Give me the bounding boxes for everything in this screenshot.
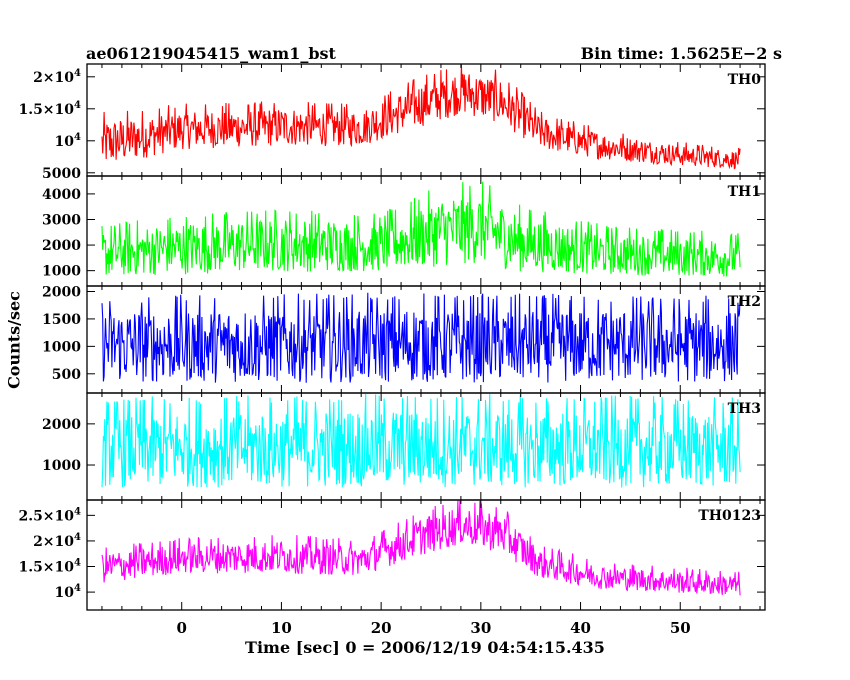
- panel-frame: [86, 63, 766, 177]
- y-tick-label: 2000: [42, 284, 81, 300]
- x-tick-label: 20: [371, 619, 392, 637]
- panel-label-th2: TH2: [728, 294, 761, 310]
- y-tick-label: 2000: [42, 417, 81, 433]
- panel-frame: [86, 499, 766, 611]
- x-axis-label: Time [sec] 0 = 2006/12/19 04:54:15.435: [245, 638, 605, 657]
- y-tick-label: 5000: [42, 166, 81, 182]
- bin-time-label: Bin time: 1.5625E−2 s: [580, 44, 782, 63]
- x-tick-label: 0: [177, 619, 187, 637]
- panel-label-th1: TH1: [728, 184, 761, 200]
- x-tick-label: 50: [670, 619, 691, 637]
- series-th3-line: [101, 393, 741, 488]
- y-tick-label: 1000: [42, 339, 81, 355]
- series-th1-line: [101, 181, 741, 277]
- y-tick-label: 500: [52, 367, 81, 383]
- panel-label-th3: TH3: [728, 401, 761, 417]
- y-tick-label: 2000: [42, 238, 81, 254]
- panel-label-th0: TH0: [728, 72, 762, 88]
- y-tick-label: 1500: [42, 312, 81, 328]
- series-th2-line: [101, 292, 741, 383]
- y-tick-label: 3000: [42, 212, 81, 228]
- y-tick-label: 1.5×104: [18, 100, 81, 118]
- y-tick-label: 2×104: [33, 532, 81, 550]
- x-tick-label: 10: [271, 619, 292, 637]
- y-tick-label: 1000: [42, 458, 81, 474]
- y-tick-label: 2.5×104: [18, 506, 81, 524]
- y-tick-label: 104: [55, 583, 81, 601]
- y-tick-label: 4000: [42, 187, 81, 203]
- y-tick-label: 2×104: [33, 68, 81, 86]
- panel-label-th0123: TH0123: [698, 508, 761, 524]
- y-tick-label: 104: [55, 132, 81, 150]
- series-th0-line: [101, 63, 741, 170]
- series-th0123-line: [101, 499, 741, 596]
- x-tick-label: 40: [570, 619, 591, 637]
- chart-title: ae061219045415_wam1_bst: [86, 44, 336, 63]
- x-tick-label: 30: [470, 619, 491, 637]
- y-axis-label: Counts/sec: [4, 291, 24, 389]
- y-tick-label: 1.5×104: [18, 558, 81, 576]
- y-tick-label: 1000: [42, 264, 81, 280]
